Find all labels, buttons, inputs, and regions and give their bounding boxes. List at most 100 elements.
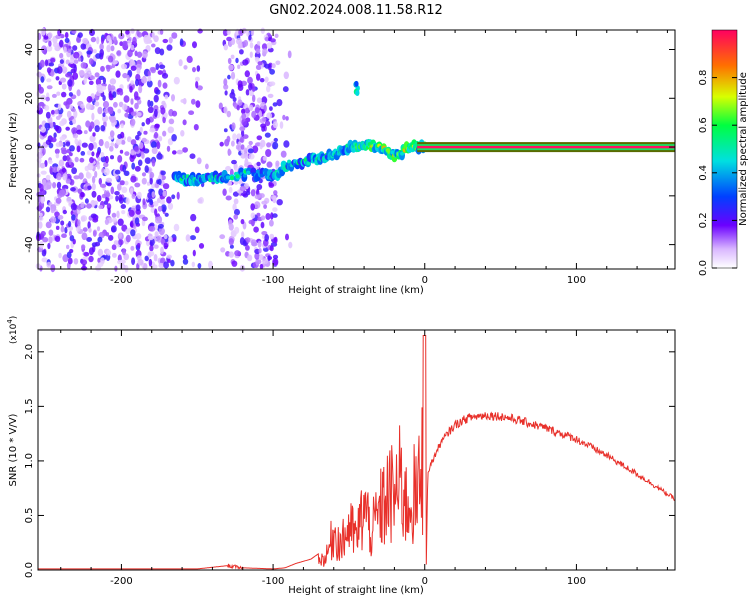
- noise-blob: [249, 42, 254, 49]
- noise-blob: [64, 226, 68, 234]
- noise-blob: [168, 236, 173, 243]
- noise-blob: [136, 112, 142, 117]
- noise-blob: [172, 150, 177, 155]
- noise-blob: [244, 70, 250, 78]
- noise-blob: [103, 167, 110, 176]
- noise-blob: [87, 165, 94, 171]
- noise-blob: [66, 244, 70, 250]
- noise-blob: [42, 237, 49, 243]
- noise-blob: [256, 161, 261, 167]
- noise-blob: [241, 108, 246, 115]
- snr-marks: [38, 335, 675, 570]
- noise-blob: [44, 59, 49, 67]
- noise-blob: [231, 122, 236, 130]
- spectrogram-xlabel: Height of straight line (km): [288, 285, 424, 296]
- noise-blob: [96, 194, 102, 202]
- noise-blob: [248, 83, 253, 91]
- noise-blob: [48, 62, 55, 67]
- noise-blob: [283, 71, 289, 80]
- noise-blob: [87, 221, 91, 230]
- noise-blob: [71, 127, 78, 135]
- noise-blob: [122, 248, 126, 256]
- noise-blob: [67, 48, 72, 53]
- noise-blob: [80, 201, 85, 209]
- noise-blob: [263, 204, 267, 210]
- noise-blob: [279, 121, 284, 129]
- noise-blob: [59, 39, 64, 48]
- noise-blob: [162, 190, 167, 197]
- noise-blob: [97, 156, 101, 162]
- colorbar-tick-label: 0.0: [698, 260, 709, 276]
- noise-blob: [149, 238, 155, 247]
- noise-blob: [134, 50, 138, 57]
- noise-blob: [82, 264, 86, 270]
- noise-blob: [272, 102, 278, 107]
- noise-blob: [157, 223, 164, 229]
- noise-blob: [98, 177, 103, 185]
- noise-blob: [69, 145, 75, 152]
- noise-blob: [154, 208, 158, 216]
- noise-blob: [171, 110, 178, 117]
- noise-blob: [65, 59, 70, 65]
- noise-blob: [160, 107, 166, 115]
- noise-blob: [141, 172, 147, 177]
- colorbar-tick-label: 0.4: [698, 165, 709, 181]
- noise-blob: [248, 153, 255, 160]
- noise-blob: [239, 49, 244, 55]
- noise-blob: [79, 157, 85, 163]
- noise-blob: [102, 112, 106, 117]
- noise-blob: [40, 230, 46, 237]
- noise-blob: [251, 239, 257, 246]
- noise-blob: [98, 204, 104, 210]
- noise-blob: [156, 179, 160, 185]
- noise-blob: [73, 59, 79, 64]
- noise-blob: [130, 118, 136, 126]
- noise-blob: [61, 66, 68, 73]
- noise-blob: [55, 76, 60, 81]
- noise-blob: [68, 230, 73, 237]
- spot-blob: [354, 80, 359, 87]
- noise-blob: [162, 82, 168, 89]
- noise-blob: [110, 186, 115, 195]
- noise-blob: [141, 219, 146, 227]
- noise-blob: [229, 244, 234, 249]
- noise-blob: [127, 49, 133, 58]
- noise-blob: [219, 141, 224, 147]
- noise-blob: [92, 49, 97, 54]
- noise-blob: [66, 197, 72, 203]
- noise-blob: [245, 237, 251, 243]
- ridge-blob: [235, 174, 240, 179]
- noise-blob: [182, 254, 188, 260]
- y-tick-label: 0.5: [24, 508, 35, 524]
- noise-blob: [73, 64, 77, 73]
- y-tick-label: 0: [24, 144, 35, 150]
- noise-blob: [158, 188, 164, 196]
- noise-blob: [134, 182, 141, 188]
- figure-title: GN02.2024.008.11.58.R12: [269, 3, 443, 18]
- noise-blob: [91, 183, 96, 191]
- noise-blob: [149, 225, 156, 232]
- noise-blob: [120, 204, 127, 209]
- noise-blob: [130, 175, 137, 183]
- noise-blob: [130, 111, 137, 116]
- carrier-band-core: [417, 145, 675, 149]
- noise-blob: [244, 158, 249, 167]
- noise-blob: [190, 213, 197, 222]
- y-tick-label: 2.0: [24, 344, 35, 360]
- noise-blob: [157, 70, 163, 75]
- noise-blob: [109, 85, 116, 91]
- noise-blob: [178, 59, 183, 67]
- noise-blob: [121, 264, 126, 269]
- noise-blob: [106, 249, 112, 256]
- noise-blob: [240, 219, 245, 225]
- noise-blob: [264, 120, 271, 127]
- noise-blob: [73, 175, 80, 180]
- noise-blob: [89, 28, 95, 37]
- noise-blob: [272, 207, 278, 213]
- noise-blob: [91, 190, 97, 198]
- noise-blob: [154, 231, 159, 238]
- noise-blob: [111, 60, 119, 65]
- noise-blob: [121, 210, 126, 215]
- noise-blob: [162, 130, 167, 137]
